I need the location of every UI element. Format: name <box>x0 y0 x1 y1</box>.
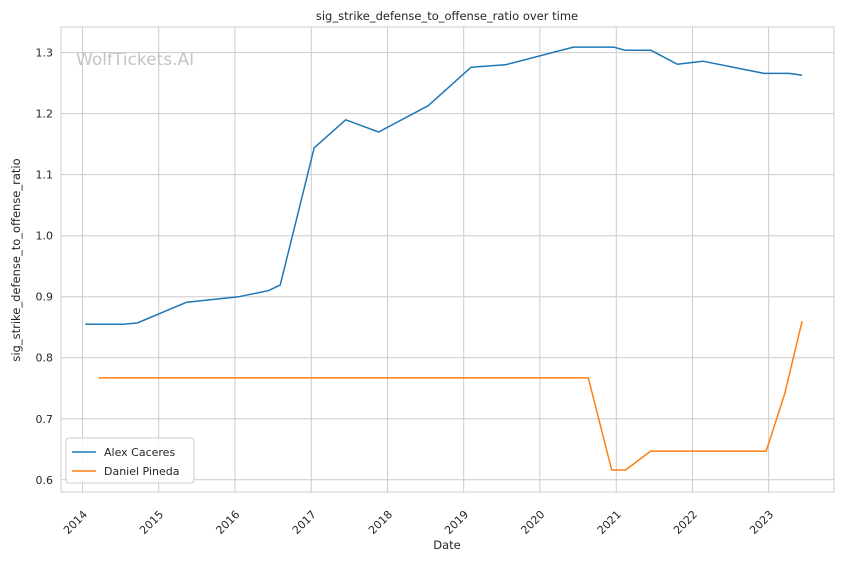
x-tick-label: 2021 <box>595 508 624 537</box>
y-tick-label: 1.1 <box>36 169 54 182</box>
legend-label-daniel-pineda: Daniel Pineda <box>104 465 179 478</box>
x-tick-label: 2022 <box>671 508 700 537</box>
watermark: WolfTickets.AI <box>76 50 194 70</box>
y-tick-label: 1.3 <box>36 47 54 60</box>
y-tick-label: 1.0 <box>36 230 54 243</box>
legend: Alex Caceres Daniel Pineda <box>65 437 195 484</box>
y-tick-label: 1.2 <box>36 108 54 121</box>
y-tick-label: 0.9 <box>36 291 54 304</box>
legend-box <box>65 437 195 484</box>
y-tick-label: 0.6 <box>36 474 54 487</box>
x-tick-label: 2017 <box>290 508 319 537</box>
x-axis-ticks: 2014 2015 2016 2017 2018 2019 2020 2021 2022 2023 <box>61 508 776 537</box>
plot-area <box>60 26 835 493</box>
legend-label-alex-caceres: Alex Caceres <box>104 446 175 459</box>
series-line-alex-caceres <box>85 46 803 325</box>
x-axis-title: Date <box>433 538 461 552</box>
series-line-daniel-pineda <box>98 320 803 471</box>
series-lines <box>85 46 803 471</box>
x-tick-label: 2014 <box>61 508 90 537</box>
x-tick-label: 2015 <box>137 508 166 537</box>
x-tick-label: 2023 <box>747 508 776 537</box>
x-tick-label: 2020 <box>518 508 547 537</box>
x-tick-label: 2018 <box>366 508 395 537</box>
y-tick-label: 0.7 <box>36 413 54 426</box>
chart-title: sig_strike_defense_to_offense_ratio over… <box>316 9 578 23</box>
x-tick-label: 2016 <box>213 508 242 537</box>
y-tick-label: 0.8 <box>36 352 54 365</box>
y-axis-title: sig_strike_defense_to_offense_ratio <box>9 158 23 361</box>
x-tick-label: 2019 <box>442 508 471 537</box>
y-axis-ticks: 0.6 0.7 0.8 0.9 1.0 1.1 1.2 1.3 <box>36 47 54 487</box>
